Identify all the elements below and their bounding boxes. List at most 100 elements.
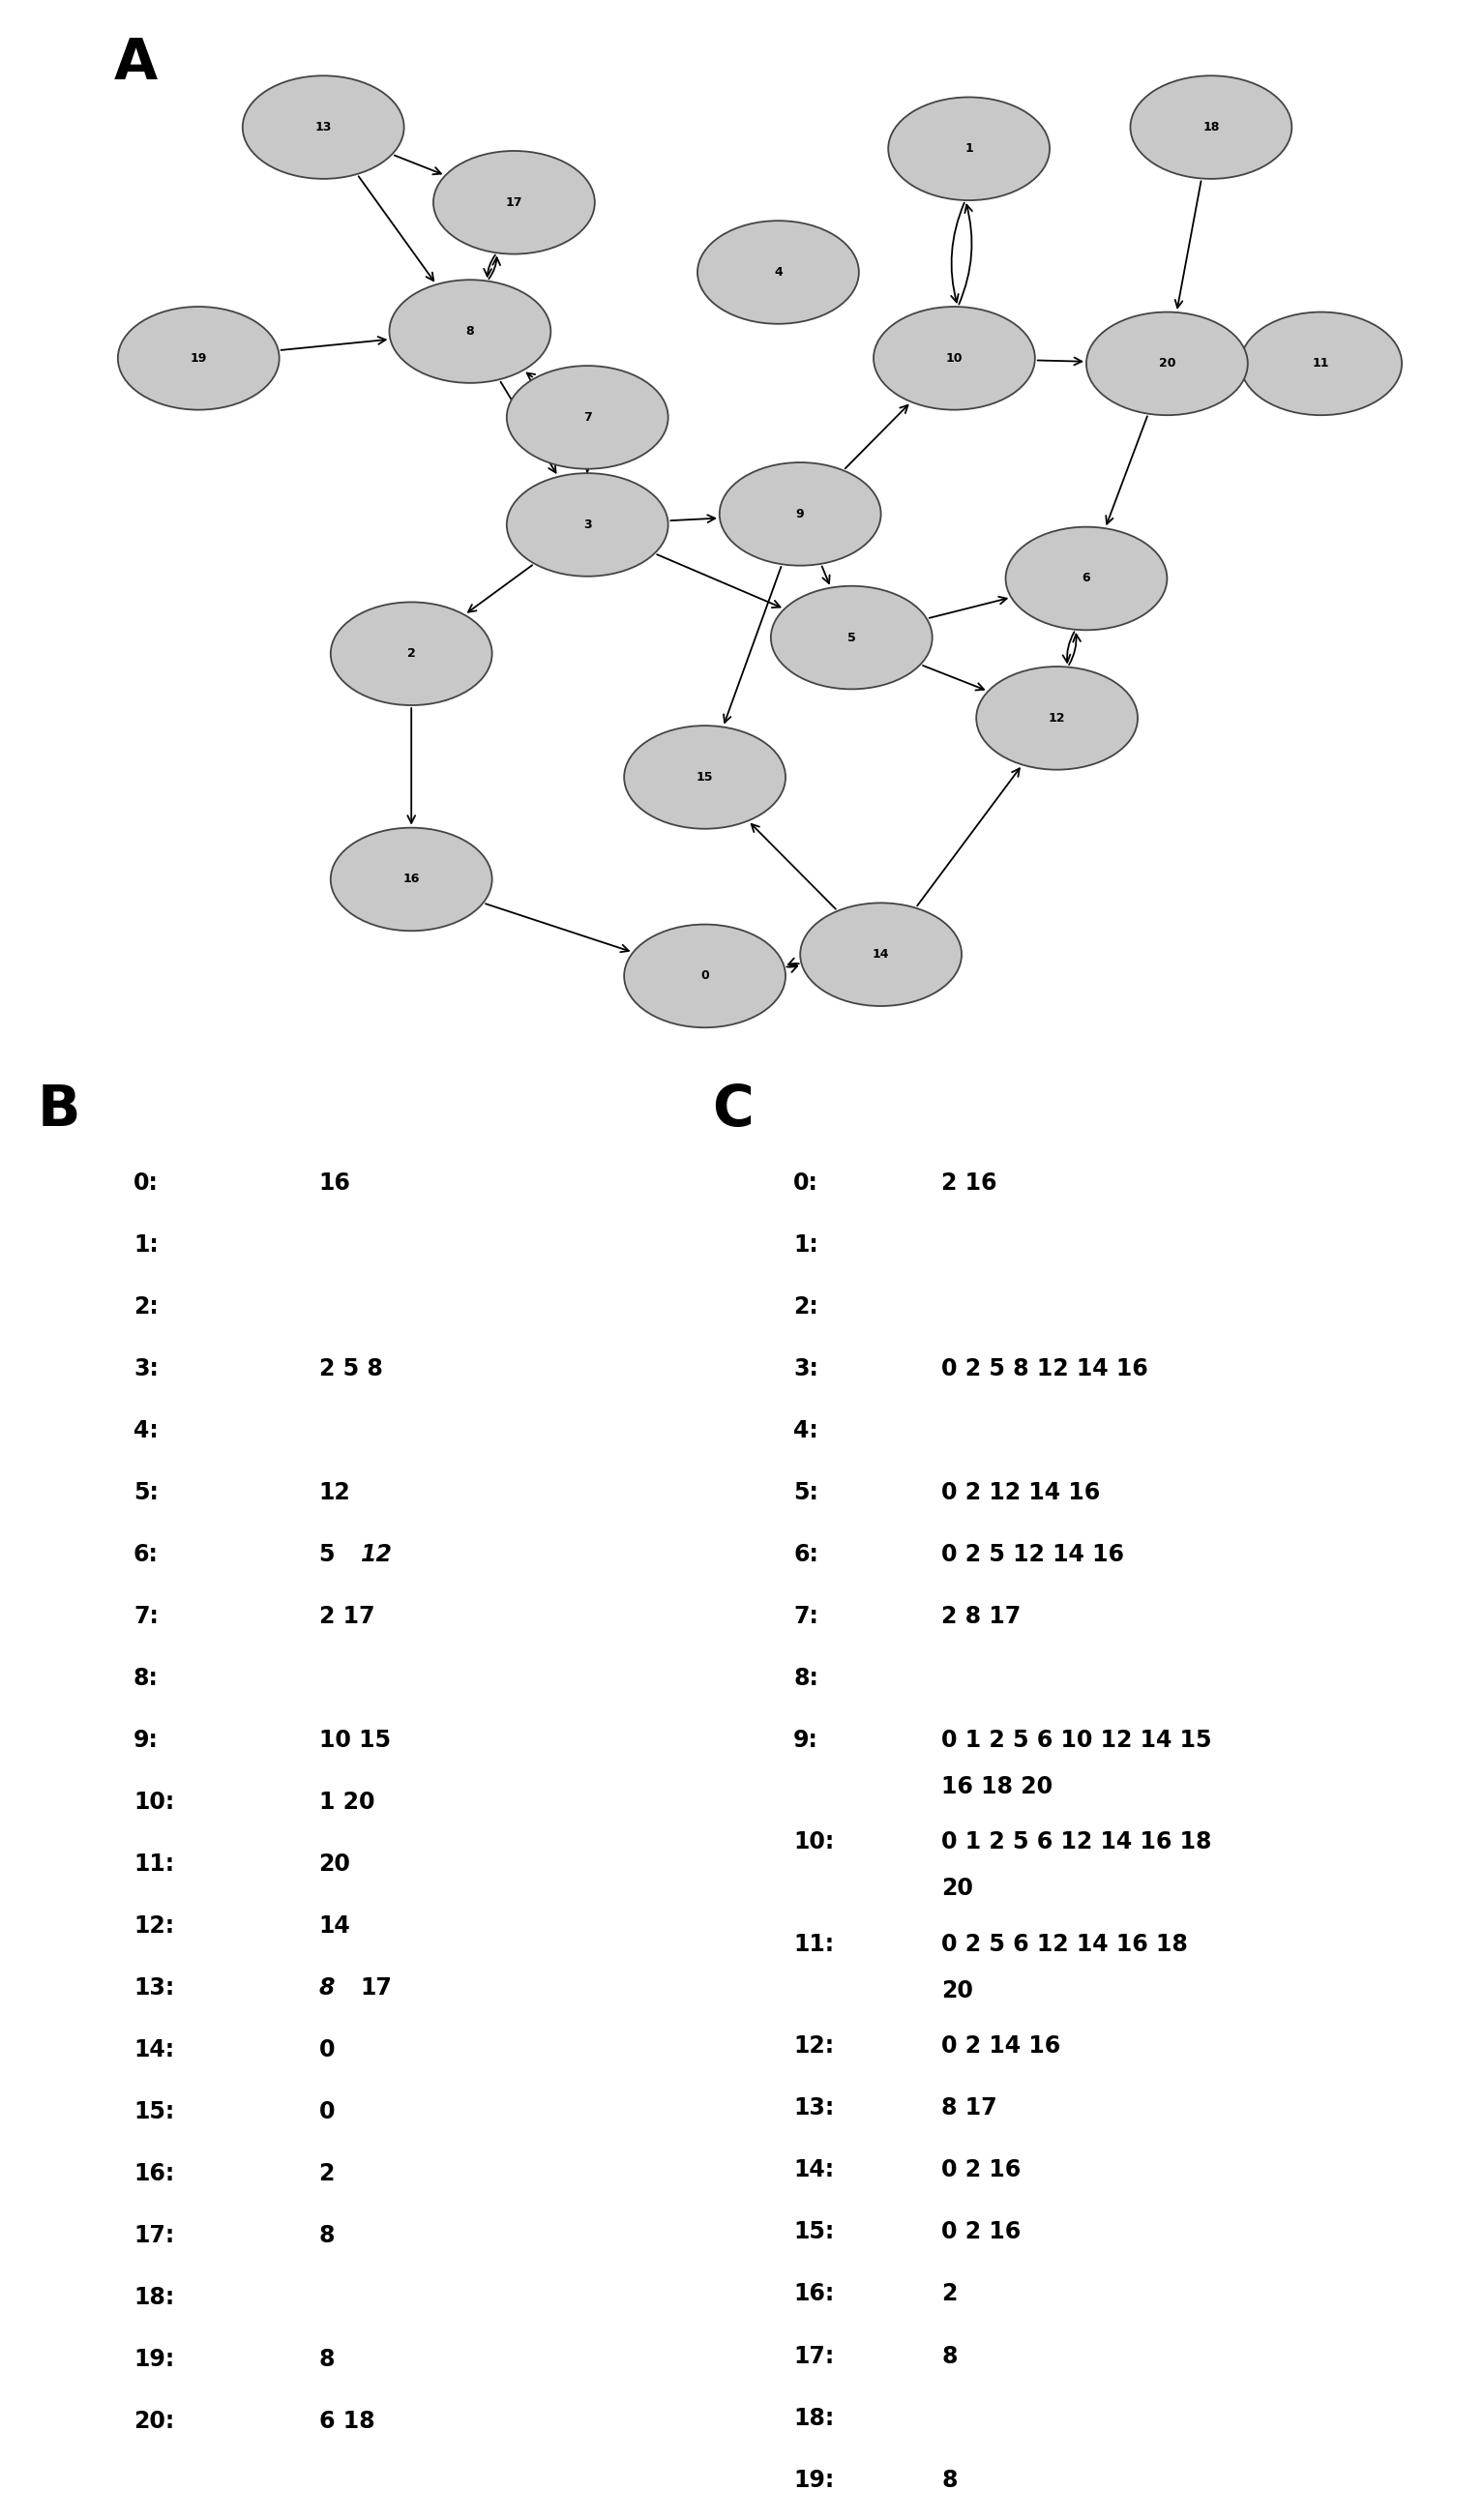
- Text: 11: 11: [1312, 358, 1330, 370]
- Text: 10:: 10:: [793, 1830, 835, 1855]
- Text: 20: 20: [942, 1877, 973, 1900]
- Ellipse shape: [390, 280, 550, 383]
- Text: 2: 2: [319, 2162, 335, 2185]
- Text: 9:: 9:: [133, 1729, 159, 1751]
- Text: 13:: 13:: [133, 1976, 175, 1998]
- Text: 19:: 19:: [793, 2467, 835, 2492]
- Ellipse shape: [117, 307, 279, 411]
- Ellipse shape: [507, 474, 669, 577]
- Text: 10: 10: [946, 353, 962, 365]
- Ellipse shape: [771, 587, 933, 688]
- Text: 6:: 6:: [793, 1542, 819, 1565]
- Text: 8: 8: [319, 2223, 335, 2248]
- Text: 0 1 2 5 6 12 14 16 18: 0 1 2 5 6 12 14 16 18: [942, 1830, 1212, 1855]
- Text: 1 20: 1 20: [319, 1789, 375, 1814]
- Text: 15:: 15:: [133, 2099, 175, 2122]
- Text: 2: 2: [942, 2283, 958, 2306]
- Text: 13: 13: [314, 121, 332, 134]
- Ellipse shape: [624, 726, 786, 829]
- Ellipse shape: [331, 827, 492, 930]
- Text: 0 2 5 6 12 14 16 18: 0 2 5 6 12 14 16 18: [942, 1933, 1188, 1956]
- Text: 8: 8: [942, 2467, 958, 2492]
- Text: 16: 16: [403, 872, 420, 885]
- Text: 6:: 6:: [133, 1542, 159, 1565]
- Text: 12: 12: [360, 1542, 393, 1565]
- Text: 0:: 0:: [133, 1172, 159, 1194]
- Ellipse shape: [888, 98, 1050, 199]
- Ellipse shape: [1130, 76, 1292, 179]
- Text: 5: 5: [847, 633, 856, 643]
- Ellipse shape: [507, 365, 669, 469]
- Text: 0 1 2 5 6 10 12 14 15: 0 1 2 5 6 10 12 14 15: [942, 1729, 1212, 1751]
- Text: 2: 2: [408, 648, 415, 660]
- Text: 15:: 15:: [793, 2220, 835, 2243]
- Text: 18:: 18:: [133, 2286, 175, 2308]
- Ellipse shape: [873, 307, 1035, 411]
- Ellipse shape: [331, 602, 492, 706]
- Text: 6 18: 6 18: [319, 2409, 375, 2432]
- Text: 19:: 19:: [133, 2349, 175, 2371]
- Text: 3: 3: [583, 519, 592, 532]
- Text: 19: 19: [190, 353, 208, 365]
- Ellipse shape: [697, 222, 859, 325]
- Text: 5:: 5:: [133, 1482, 159, 1504]
- Ellipse shape: [1087, 312, 1247, 416]
- Text: 18:: 18:: [793, 2407, 835, 2429]
- Text: 20: 20: [942, 1978, 973, 2003]
- Text: 0 2 16: 0 2 16: [942, 2220, 1022, 2243]
- Text: 17:: 17:: [133, 2223, 175, 2248]
- Text: 6: 6: [1083, 572, 1090, 585]
- Text: 9: 9: [796, 507, 804, 519]
- Ellipse shape: [801, 902, 961, 1005]
- Ellipse shape: [976, 668, 1137, 769]
- Text: 20:: 20:: [133, 2409, 175, 2432]
- Text: 1:: 1:: [133, 1232, 159, 1257]
- Text: 7:: 7:: [793, 1605, 819, 1628]
- Text: 3:: 3:: [793, 1356, 819, 1381]
- Text: 8: 8: [942, 2344, 958, 2369]
- Text: 17:: 17:: [793, 2344, 835, 2369]
- Text: 14:: 14:: [133, 2039, 174, 2061]
- Text: 16: 16: [319, 1172, 350, 1194]
- Text: 3:: 3:: [133, 1356, 159, 1381]
- Text: 5:: 5:: [793, 1482, 819, 1504]
- Text: B: B: [37, 1084, 80, 1139]
- Text: 8:: 8:: [793, 1666, 819, 1688]
- Text: 9:: 9:: [793, 1729, 819, 1751]
- Text: 0: 0: [319, 2039, 335, 2061]
- Text: 2 5 8: 2 5 8: [319, 1356, 383, 1381]
- Text: 12: 12: [1048, 711, 1065, 723]
- Text: 1:: 1:: [793, 1232, 819, 1257]
- Text: 12:: 12:: [133, 1915, 174, 1938]
- Text: 8:: 8:: [133, 1666, 159, 1688]
- Text: 0 2 5 8 12 14 16: 0 2 5 8 12 14 16: [942, 1356, 1148, 1381]
- Text: 11:: 11:: [793, 1933, 833, 1956]
- Text: 0: 0: [700, 970, 709, 983]
- Text: 11:: 11:: [133, 1852, 174, 1875]
- Text: 14: 14: [872, 948, 890, 960]
- Text: 8: 8: [319, 1976, 343, 1998]
- Text: 17: 17: [360, 1976, 392, 1998]
- Text: 0:: 0:: [793, 1172, 819, 1194]
- Text: 14:: 14:: [793, 2160, 833, 2182]
- Text: 7:: 7:: [133, 1605, 159, 1628]
- Text: 2:: 2:: [133, 1295, 159, 1318]
- Text: 20: 20: [1158, 358, 1176, 370]
- Text: 14: 14: [319, 1915, 350, 1938]
- Text: C: C: [712, 1084, 753, 1139]
- Text: 0: 0: [319, 2099, 335, 2122]
- Text: 8 17: 8 17: [942, 2097, 998, 2119]
- Text: 8: 8: [319, 2349, 335, 2371]
- Text: 12:: 12:: [793, 2034, 833, 2059]
- Text: 12: 12: [319, 1482, 350, 1504]
- Text: 0 2 14 16: 0 2 14 16: [942, 2034, 1060, 2059]
- Ellipse shape: [719, 464, 881, 564]
- Text: 0 2 12 14 16: 0 2 12 14 16: [942, 1482, 1100, 1504]
- Text: 7: 7: [583, 411, 592, 423]
- Text: 16 18 20: 16 18 20: [942, 1774, 1053, 1797]
- Text: 0 2 16: 0 2 16: [942, 2160, 1022, 2182]
- Text: 4:: 4:: [133, 1419, 159, 1441]
- Text: 8: 8: [466, 325, 475, 338]
- Text: 0 2 5 12 14 16: 0 2 5 12 14 16: [942, 1542, 1124, 1565]
- Text: 15: 15: [697, 771, 713, 784]
